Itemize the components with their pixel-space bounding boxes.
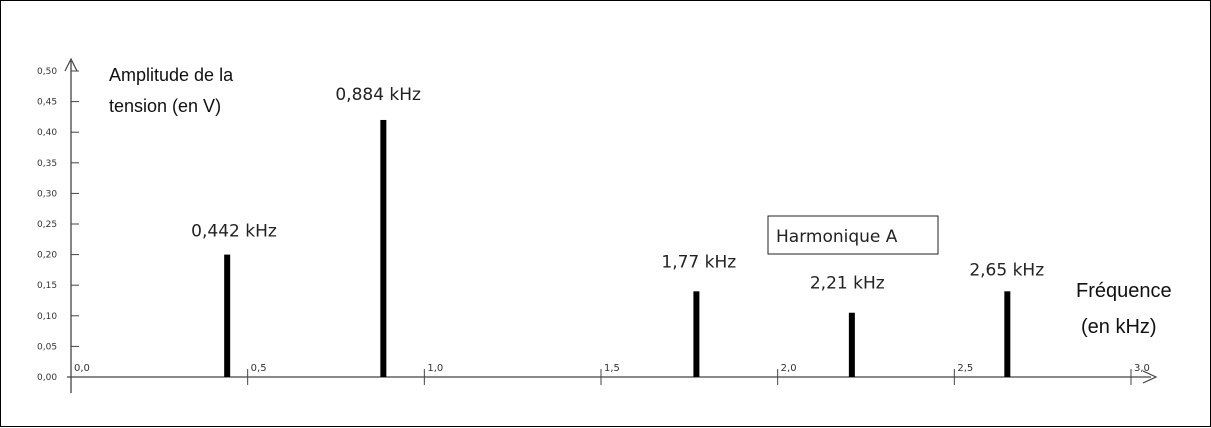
y-tick-label: 0,05	[37, 342, 57, 352]
spectrum-bar	[224, 254, 231, 377]
bar-data-label: 2,21 kHz	[810, 274, 885, 294]
x-axis-arrow	[1142, 370, 1158, 384]
y-axis-arrow	[64, 57, 78, 72]
x-tick-label: 0,0	[74, 363, 90, 374]
y-tick-label: 0,50	[37, 67, 57, 77]
spectrum-bar	[380, 119, 387, 378]
bar-data-label: 2,65 kHz	[969, 260, 1044, 280]
y-tick-label: 0,35	[37, 159, 57, 169]
x-tick-label: 2,5	[957, 363, 973, 374]
spectrum-bar	[693, 291, 700, 377]
y-tick-label: 0,40	[37, 128, 57, 138]
harmonic-annotation: Harmonique A	[776, 227, 898, 247]
y-tick-label: 0,20	[37, 251, 57, 261]
x-tick-label: 1,5	[604, 363, 620, 374]
y-tick-label: 0,45	[37, 98, 57, 108]
spectrum-bar	[1004, 291, 1011, 377]
harmonic-annotation-box	[767, 215, 939, 255]
x-tick-label: 2,0	[781, 363, 797, 374]
x-tick-label: 1,0	[427, 363, 443, 374]
y-tick-label: 0,00	[37, 373, 57, 383]
x-tick-label: 3,0	[1134, 363, 1150, 374]
y-tick-label: 0,25	[37, 220, 57, 230]
spectrum-bar	[848, 312, 855, 377]
x-axis-title: Fréquence (en kHz)	[1076, 280, 1177, 338]
y-tick-label: 0,10	[37, 312, 57, 322]
bar-data-label: 0,884 kHz	[335, 85, 421, 105]
y-tick-label: 0,30	[37, 189, 57, 199]
bar-data-label: 0,442 kHz	[191, 222, 277, 242]
y-tick-label: 0,15	[37, 281, 57, 291]
bar-data-label: 1,77 kHz	[661, 252, 736, 272]
x-tick-label: 0,5	[251, 363, 267, 374]
y-axis-title: Amplitude de la tension (en V)	[109, 65, 238, 116]
